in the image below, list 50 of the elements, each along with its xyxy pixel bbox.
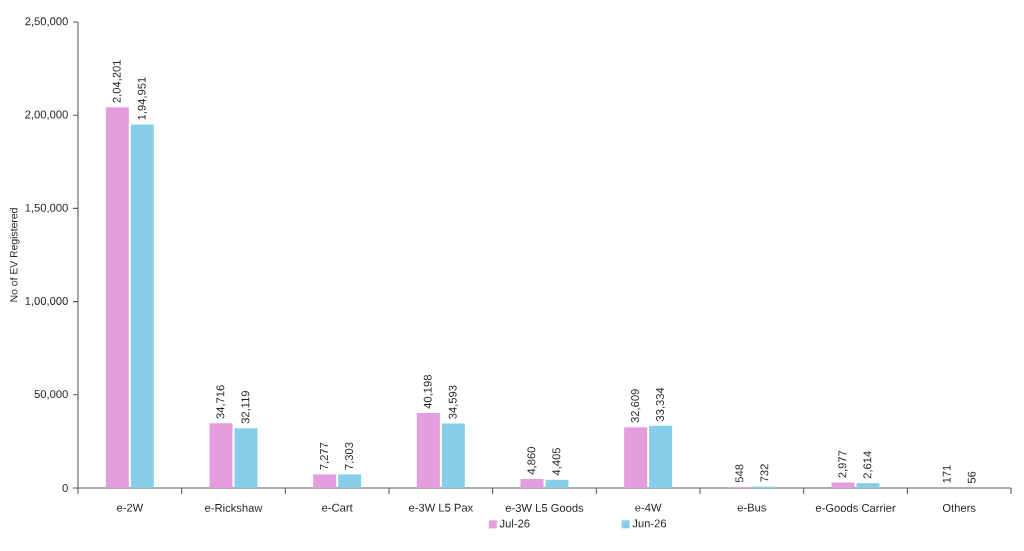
data-label: 2,614 [863, 451, 873, 479]
data-label: 2,04,201 [112, 60, 122, 103]
data-label: 32,609 [631, 389, 641, 423]
data-label: 7,303 [345, 442, 355, 470]
data-label: 33,334 [656, 387, 666, 422]
data-label: 548 [735, 464, 744, 483]
bar [831, 482, 855, 488]
bar [441, 423, 465, 488]
x-tick-label: e-Rickshaw [205, 503, 263, 512]
x-tick-label: e-Cart [322, 503, 353, 512]
bar [545, 479, 569, 488]
data-label: 32,119 [241, 390, 251, 424]
x-tick-label: Others [942, 503, 976, 512]
data-label: 171 [942, 465, 951, 483]
bar [520, 478, 544, 488]
x-tick-label: e-2W [116, 503, 144, 512]
bar [416, 413, 440, 488]
data-label: 34,716 [216, 385, 226, 419]
y-tick-label: 1,00,000 [25, 296, 68, 307]
bar [105, 107, 129, 488]
bar [130, 124, 154, 488]
y-tick-label: 50,000 [34, 390, 68, 400]
data-label: 7,277 [320, 442, 330, 470]
bar [856, 483, 880, 488]
x-tick-label: e-3W L5 Pax [408, 503, 474, 512]
y-tick-label: 0 [62, 484, 68, 492]
bar [624, 427, 648, 488]
y-tick-label: 2,00,000 [25, 110, 68, 120]
x-tick-label: e-Bus [737, 503, 767, 512]
data-label: 56 [967, 471, 976, 484]
bar [209, 423, 233, 488]
data-label: 34,593 [448, 385, 458, 419]
data-label: 732 [760, 464, 769, 482]
bar [313, 474, 337, 488]
legend-label: Jun-26 [632, 519, 667, 528]
y-tick-label: 1,50,000 [25, 203, 68, 214]
bar [234, 428, 258, 488]
y-axis-title: No of EV Registered [9, 208, 20, 302]
bar [649, 425, 673, 488]
data-label: 4,405 [552, 447, 562, 476]
x-tick-label: e-3W L5 Goods [505, 503, 584, 512]
x-tick-label: e-4W [635, 503, 662, 512]
y-tick-label: 2,50,000 [25, 17, 68, 27]
legend-label: Jul-26 [499, 519, 530, 528]
bar [338, 474, 362, 488]
x-tick-label: e-Goods Carrier [815, 503, 896, 512]
data-label: 2,977 [838, 450, 848, 478]
data-label: 4,860 [527, 447, 537, 475]
data-label: 1,94,951 [137, 77, 147, 120]
data-label: 40,198 [423, 375, 433, 409]
